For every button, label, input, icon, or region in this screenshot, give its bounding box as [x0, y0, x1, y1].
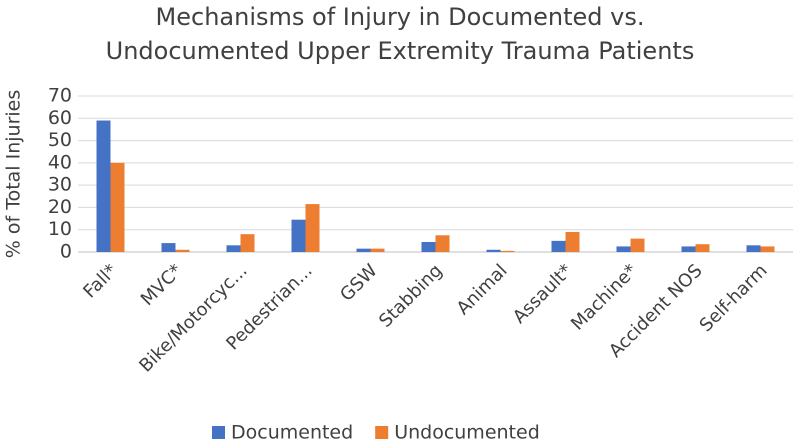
bar	[760, 246, 775, 252]
bar	[161, 243, 176, 252]
bar	[240, 234, 255, 252]
bar	[356, 248, 371, 252]
bar	[630, 238, 645, 252]
x-tick-label: Bike/Motorcyc...	[135, 260, 251, 376]
bar	[226, 245, 241, 252]
legend-label: Undocumented	[394, 422, 540, 442]
x-tick-label: Animal	[453, 260, 512, 319]
y-tick-label: 30	[48, 174, 72, 196]
y-axis-label: % of Total Injuries	[3, 90, 25, 259]
bar	[551, 240, 566, 252]
bar	[695, 244, 710, 252]
x-tick-label: Stabbing	[375, 260, 447, 332]
y-tick-label: 0	[60, 241, 72, 263]
legend-label: Documented	[231, 422, 353, 442]
bar	[616, 246, 631, 252]
chart-title-line: Undocumented Upper Extremity Trauma Pati…	[106, 37, 695, 65]
bar	[486, 249, 501, 252]
bar	[435, 235, 450, 252]
bar	[421, 241, 436, 252]
y-tick-label: 50	[48, 129, 72, 151]
x-tick-label: Fall*	[79, 260, 121, 302]
bar	[500, 250, 515, 252]
x-tick-label: Assault*	[509, 260, 577, 328]
chart-title-line: Mechanisms of Injury in Documented vs.	[156, 3, 645, 31]
y-tick-label: 20	[48, 196, 72, 218]
legend-swatch	[212, 426, 225, 439]
bar	[746, 245, 761, 252]
y-tick-label: 10	[48, 218, 72, 240]
bar	[305, 204, 320, 252]
y-tick-label: 40	[48, 151, 72, 173]
bar	[370, 248, 385, 252]
y-tick-label: 70	[48, 85, 72, 107]
bar	[110, 162, 125, 252]
x-tick-label: Self-harm	[696, 260, 772, 336]
legend-swatch	[375, 426, 389, 439]
bar	[565, 231, 580, 252]
x-tick-label: MVC*	[137, 260, 187, 310]
bar	[681, 246, 696, 252]
x-tick-label: GSW	[336, 260, 382, 306]
y-tick-label: 60	[48, 107, 72, 129]
bar	[96, 120, 111, 252]
bar	[291, 219, 306, 252]
bar	[175, 249, 190, 252]
